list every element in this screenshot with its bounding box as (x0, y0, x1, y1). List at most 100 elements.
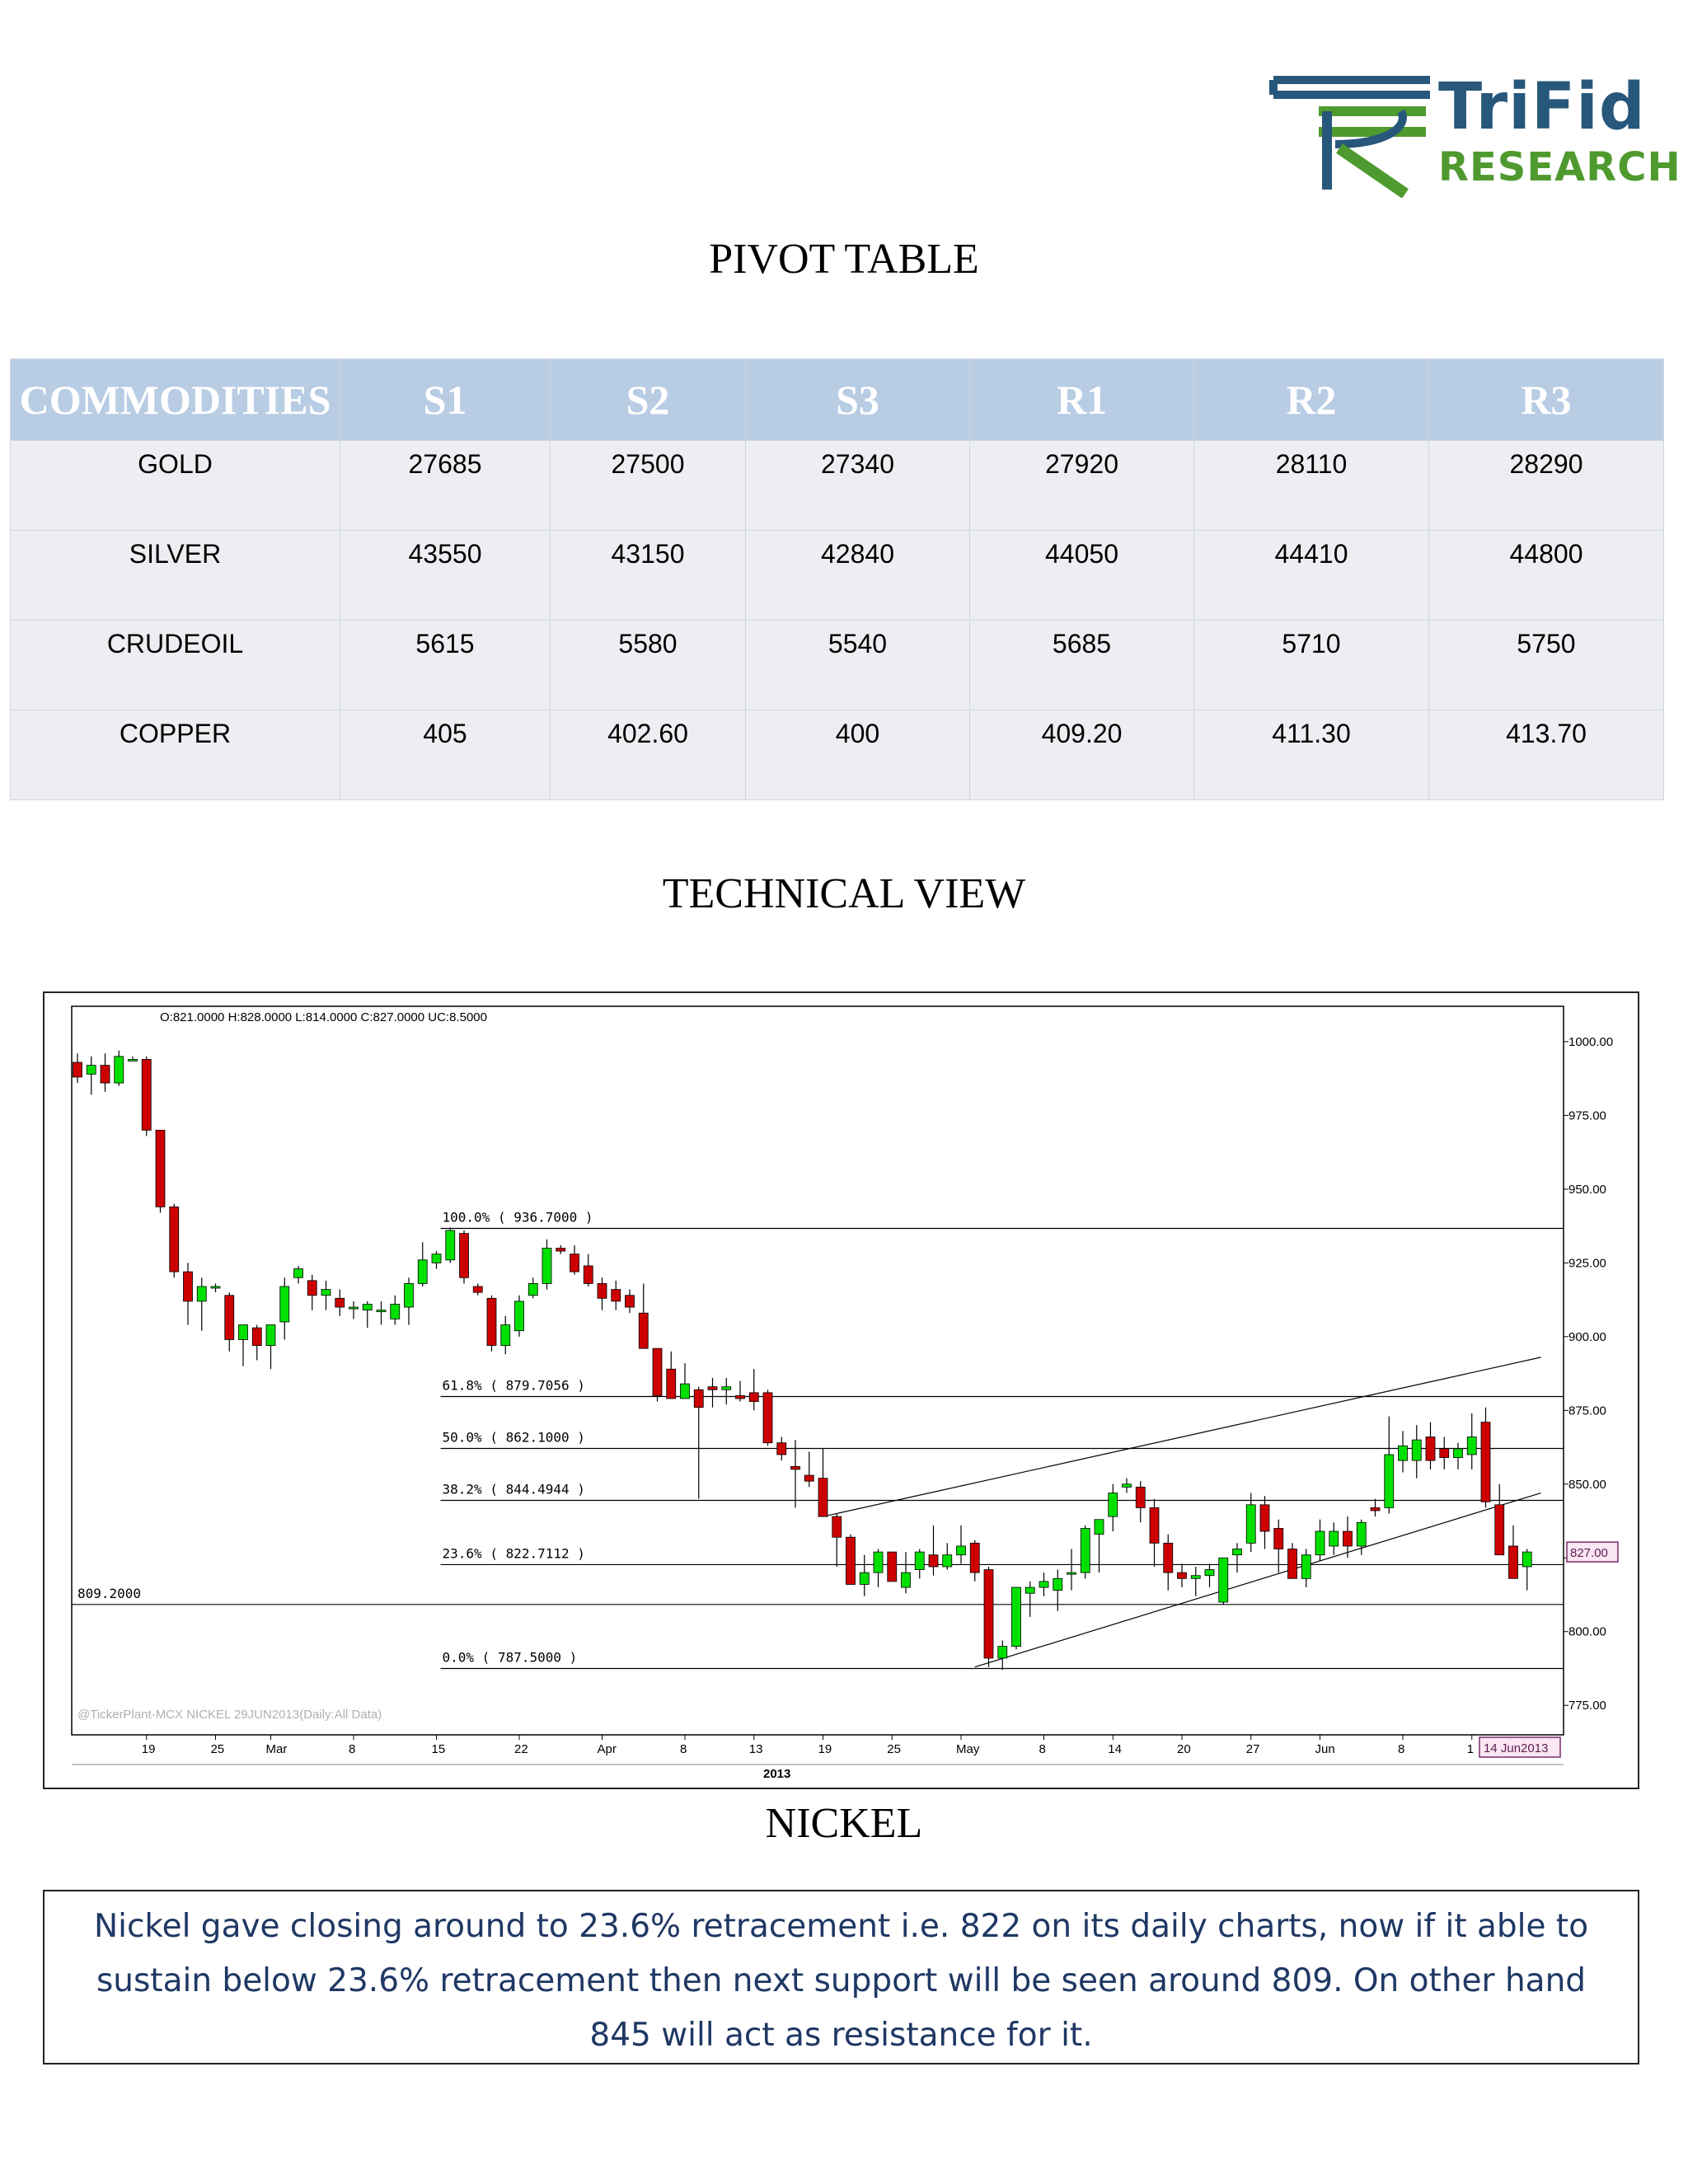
candle-body (1135, 1486, 1146, 1508)
candle-body (1453, 1448, 1463, 1458)
table-cell: 413.70 (1428, 710, 1664, 800)
candle-body (873, 1551, 884, 1573)
x-tick-label: 20 (1177, 1742, 1191, 1756)
candle-body (417, 1259, 428, 1284)
candle-body (210, 1286, 221, 1289)
candle-body (183, 1271, 193, 1302)
candle-body (1067, 1572, 1076, 1575)
y-tick-label: 800.00 (1568, 1625, 1606, 1639)
table-cell: 5580 (550, 620, 746, 710)
x-tick-label: Apr (598, 1742, 617, 1756)
x-tick-label: Mar (266, 1742, 288, 1756)
table-cell: 5685 (969, 620, 1194, 710)
candle-body (542, 1248, 552, 1284)
support-label: 809.2000 (77, 1586, 141, 1601)
candle-body (1177, 1572, 1187, 1579)
x-tick-label: May (956, 1742, 980, 1756)
candle-body (652, 1347, 663, 1396)
candle-body (707, 1386, 718, 1390)
candle-body (362, 1304, 373, 1311)
candle-body (141, 1059, 152, 1131)
candle-body (514, 1301, 524, 1332)
candle-body (1122, 1483, 1132, 1488)
header-commodities: COMMODITIES (10, 359, 340, 441)
candle-body (1218, 1557, 1229, 1603)
table-cell: 43550 (340, 530, 551, 621)
x-tick-label: 1 (1467, 1742, 1474, 1756)
candle-body (1039, 1581, 1049, 1588)
candle-body (321, 1289, 331, 1296)
candle-body (472, 1286, 483, 1293)
x-tick-label: 8 (1398, 1742, 1404, 1756)
nickel-chart: O:821.0000 H:828.0000 L:814.0000 C:827.0… (43, 991, 1639, 1789)
candle-body (1190, 1575, 1201, 1579)
candle-body (114, 1056, 124, 1084)
table-cell: 400 (745, 710, 970, 800)
table-cell: 409.20 (969, 710, 1194, 800)
candle-body (914, 1551, 925, 1570)
table-row: SILVER 43550 43150 42840 44050 44410 448… (10, 530, 1664, 621)
candle-body (155, 1129, 166, 1207)
header-s2: S2 (550, 359, 746, 441)
table-row: COPPER 405 402.60 400 409.20 411.30 413.… (10, 710, 1664, 800)
candle-body (748, 1392, 759, 1402)
date-marker: 14 Jun2013 (1479, 1736, 1561, 1758)
candle-body (265, 1324, 276, 1346)
date-box-label: 14 Jun2013 (1484, 1741, 1548, 1755)
candle-body (1163, 1542, 1174, 1573)
fib-level-label: 100.0% ( 936.7000 ) (443, 1209, 593, 1225)
candle-body (335, 1297, 345, 1308)
candle-body (942, 1554, 953, 1568)
table-cell: 411.30 (1193, 710, 1429, 800)
last-price-label: 827.00 (1570, 1546, 1608, 1560)
table-cell: 5750 (1428, 620, 1664, 710)
table-cell: 28110 (1193, 440, 1429, 531)
y-tick-label: 900.00 (1568, 1330, 1606, 1344)
candle-body (1329, 1530, 1339, 1547)
candle-body (693, 1389, 704, 1408)
candle-body (956, 1545, 966, 1556)
candle-body (832, 1516, 842, 1538)
x-tick-label: Jun (1315, 1742, 1335, 1756)
candle-body (1466, 1436, 1477, 1455)
candle-body (390, 1304, 401, 1319)
candle-body (928, 1554, 939, 1568)
candle-body (1425, 1436, 1436, 1461)
y-tick-label: 975.00 (1568, 1108, 1606, 1122)
candle-body (1384, 1454, 1395, 1508)
candle-body (1273, 1528, 1284, 1549)
y-tick-label: 1000.00 (1568, 1035, 1613, 1049)
table-cell: 27340 (745, 440, 970, 531)
table-row: CRUDEOIL 5615 5580 5540 5685 5710 5750 (10, 620, 1664, 710)
table-row: GOLD 27685 27500 27340 27920 28110 28290 (10, 440, 1664, 531)
candle-body (349, 1306, 359, 1310)
trend-channel-line (974, 1492, 1541, 1668)
candle-body (1508, 1545, 1518, 1579)
candle-body (804, 1474, 814, 1482)
candle-body (983, 1569, 994, 1659)
x-tick-label: 19 (818, 1742, 832, 1756)
x-tick-label: 13 (749, 1742, 763, 1756)
candle-body (1232, 1549, 1242, 1556)
table-cell: 5615 (340, 620, 551, 710)
candle-body (597, 1283, 607, 1299)
x-tick-label: 8 (680, 1742, 687, 1756)
last-price-marker: 827.00 (1566, 1541, 1619, 1563)
chart-watermark: @TickerPlant-MCX NICKEL 29JUN2013(Daily:… (77, 1708, 382, 1722)
candle-body (776, 1442, 787, 1455)
candle-body (721, 1386, 732, 1390)
table-cell: 27920 (969, 440, 1194, 531)
candle-body (73, 1062, 82, 1078)
candle-body (431, 1254, 442, 1263)
header-s1: S1 (340, 359, 551, 441)
technical-view-title: TECHNICAL VIEW (662, 870, 1026, 917)
candle-body (1149, 1507, 1160, 1544)
y-tick-label: 950.00 (1568, 1183, 1606, 1197)
table-cell: 5540 (745, 620, 970, 710)
header-s3: S3 (745, 359, 970, 441)
candle-body (666, 1368, 677, 1399)
rupee-logo-icon (1269, 76, 1430, 199)
candle-body (1343, 1530, 1353, 1547)
candle-body (486, 1297, 497, 1346)
table-cell: 405 (340, 710, 551, 800)
